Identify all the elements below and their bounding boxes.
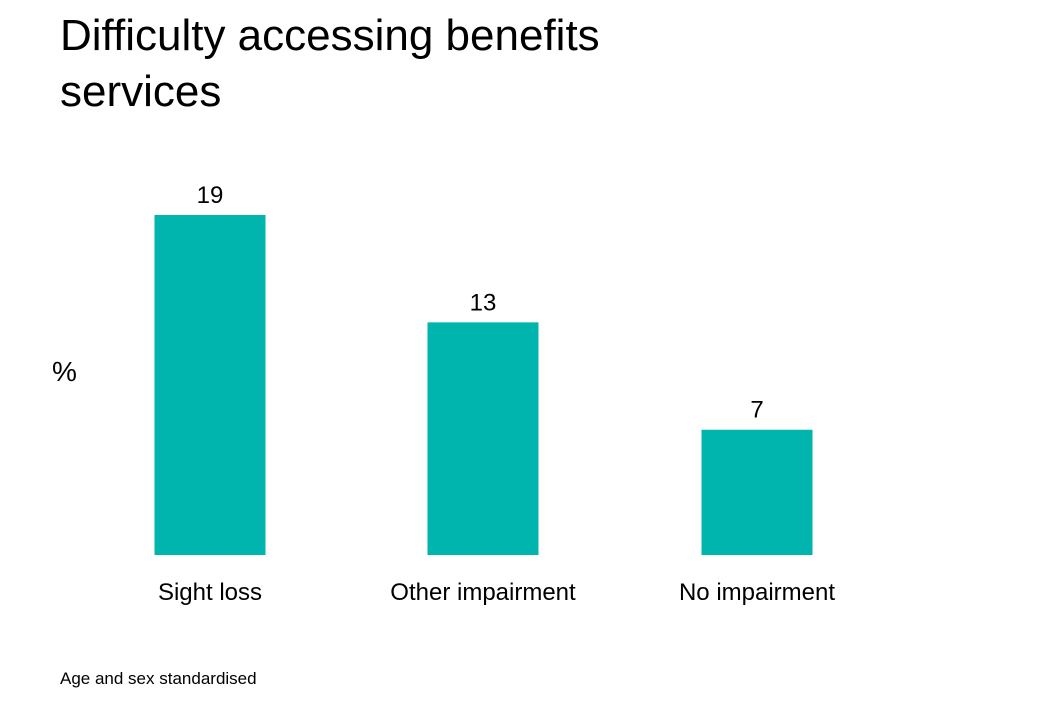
y-axis-label: % [52,356,77,387]
category-label: No impairment [679,579,835,606]
bar-sight-loss [154,215,266,555]
bar-no-impairment [701,429,813,555]
chart-title: Difficulty accessing benefits services [60,11,600,116]
data-label: 19 [197,182,224,209]
category-label: Other impairment [390,579,576,606]
footnote: Age and sex standardised [60,669,257,688]
data-label: 13 [470,289,497,316]
category-label: Sight loss [158,579,262,606]
bar-other-impairment [427,322,539,555]
data-label: 7 [750,397,763,424]
